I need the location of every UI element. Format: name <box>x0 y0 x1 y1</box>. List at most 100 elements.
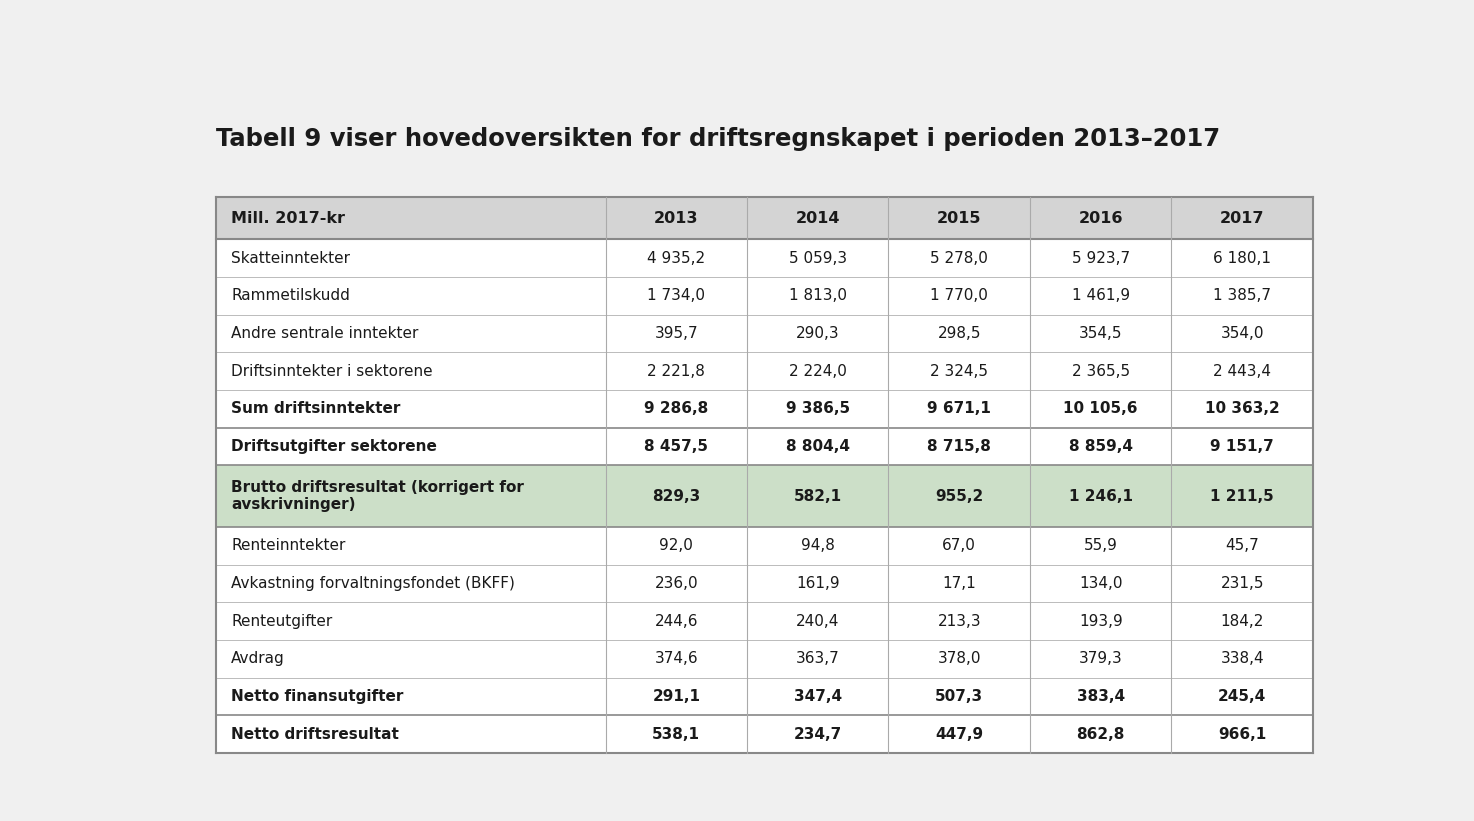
Text: 395,7: 395,7 <box>654 326 699 341</box>
Text: 17,1: 17,1 <box>942 576 976 591</box>
Text: 92,0: 92,0 <box>659 539 693 553</box>
Text: Tabell 9 viser hovedoversikten for driftsregnskapet i perioden 2013–2017: Tabell 9 viser hovedoversikten for drift… <box>217 127 1220 151</box>
Text: 2017: 2017 <box>1220 210 1265 226</box>
Text: 862,8: 862,8 <box>1076 727 1125 741</box>
Text: 45,7: 45,7 <box>1225 539 1259 553</box>
Text: Andre sentrale inntekter: Andre sentrale inntekter <box>231 326 419 341</box>
Text: 507,3: 507,3 <box>935 689 983 704</box>
Bar <box>217 428 1313 466</box>
Text: 134,0: 134,0 <box>1079 576 1122 591</box>
Text: Sum driftsinntekter: Sum driftsinntekter <box>231 401 401 416</box>
Text: 6 180,1: 6 180,1 <box>1213 250 1271 266</box>
Text: 298,5: 298,5 <box>937 326 982 341</box>
Text: 955,2: 955,2 <box>935 488 983 503</box>
Text: 291,1: 291,1 <box>653 689 700 704</box>
Text: 379,3: 379,3 <box>1079 651 1123 667</box>
Text: 55,9: 55,9 <box>1083 539 1117 553</box>
Bar <box>217 390 1313 428</box>
Text: 8 457,5: 8 457,5 <box>644 439 709 454</box>
Text: 5 923,7: 5 923,7 <box>1072 250 1129 266</box>
Text: 5 059,3: 5 059,3 <box>789 250 848 266</box>
Text: 383,4: 383,4 <box>1076 689 1125 704</box>
Text: 347,4: 347,4 <box>793 689 842 704</box>
Bar <box>217 196 1313 240</box>
Text: 378,0: 378,0 <box>937 651 982 667</box>
Text: 8 859,4: 8 859,4 <box>1069 439 1132 454</box>
Text: Avkastning forvaltningsfondet (BKFF): Avkastning forvaltningsfondet (BKFF) <box>231 576 514 591</box>
Text: 213,3: 213,3 <box>937 613 982 629</box>
Text: 240,4: 240,4 <box>796 613 839 629</box>
Text: 374,6: 374,6 <box>654 651 699 667</box>
Text: 193,9: 193,9 <box>1079 613 1123 629</box>
Text: 2 443,4: 2 443,4 <box>1213 364 1271 378</box>
Text: 9 386,5: 9 386,5 <box>786 401 850 416</box>
Text: 231,5: 231,5 <box>1220 576 1263 591</box>
Text: 538,1: 538,1 <box>653 727 700 741</box>
Text: 354,0: 354,0 <box>1220 326 1263 341</box>
Text: 9 671,1: 9 671,1 <box>927 401 991 416</box>
Text: Brutto driftsresultat (korrigert for: Brutto driftsresultat (korrigert for <box>231 480 523 495</box>
Text: Avdrag: Avdrag <box>231 651 284 667</box>
Text: Rammetilskudd: Rammetilskudd <box>231 288 349 304</box>
Text: 966,1: 966,1 <box>1218 727 1266 741</box>
Text: 829,3: 829,3 <box>652 488 700 503</box>
Bar <box>217 466 1313 527</box>
Text: 2013: 2013 <box>654 210 699 226</box>
Text: 5 278,0: 5 278,0 <box>930 250 988 266</box>
Text: Mill. 2017-kr: Mill. 2017-kr <box>231 210 345 226</box>
Text: 2 324,5: 2 324,5 <box>930 364 988 378</box>
Text: 2 224,0: 2 224,0 <box>789 364 846 378</box>
Bar <box>217 527 1313 565</box>
Text: 1 385,7: 1 385,7 <box>1213 288 1271 304</box>
Text: 1 246,1: 1 246,1 <box>1069 488 1132 503</box>
Text: 184,2: 184,2 <box>1220 613 1263 629</box>
Text: Driftsinntekter i sektorene: Driftsinntekter i sektorene <box>231 364 433 378</box>
Text: 245,4: 245,4 <box>1218 689 1266 704</box>
Text: 1 461,9: 1 461,9 <box>1072 288 1129 304</box>
Text: 1 211,5: 1 211,5 <box>1210 488 1274 503</box>
Bar <box>217 240 1313 277</box>
Text: Renteinntekter: Renteinntekter <box>231 539 345 553</box>
Bar <box>217 715 1313 753</box>
Bar <box>217 640 1313 677</box>
Text: 236,0: 236,0 <box>654 576 699 591</box>
Text: 1 770,0: 1 770,0 <box>930 288 988 304</box>
Text: 2014: 2014 <box>796 210 840 226</box>
Text: Skatteinntekter: Skatteinntekter <box>231 250 351 266</box>
Text: 94,8: 94,8 <box>800 539 834 553</box>
Text: 161,9: 161,9 <box>796 576 840 591</box>
Bar <box>217 677 1313 715</box>
Text: 290,3: 290,3 <box>796 326 840 341</box>
Text: 8 715,8: 8 715,8 <box>927 439 991 454</box>
Text: 9 286,8: 9 286,8 <box>644 401 709 416</box>
Text: Netto driftsresultat: Netto driftsresultat <box>231 727 399 741</box>
Bar <box>217 314 1313 352</box>
Text: 2 365,5: 2 365,5 <box>1072 364 1129 378</box>
Text: 8 804,4: 8 804,4 <box>786 439 849 454</box>
Text: 4 935,2: 4 935,2 <box>647 250 706 266</box>
Text: 234,7: 234,7 <box>793 727 842 741</box>
Text: 2015: 2015 <box>937 210 982 226</box>
Text: Renteutgifter: Renteutgifter <box>231 613 332 629</box>
Text: 354,5: 354,5 <box>1079 326 1122 341</box>
Text: 1 734,0: 1 734,0 <box>647 288 705 304</box>
Text: 582,1: 582,1 <box>793 488 842 503</box>
Text: 338,4: 338,4 <box>1220 651 1265 667</box>
Text: 447,9: 447,9 <box>935 727 983 741</box>
Text: Netto finansutgifter: Netto finansutgifter <box>231 689 404 704</box>
Text: 363,7: 363,7 <box>796 651 840 667</box>
Bar <box>217 352 1313 390</box>
Text: 244,6: 244,6 <box>654 613 699 629</box>
Text: 67,0: 67,0 <box>942 539 976 553</box>
Text: avskrivninger): avskrivninger) <box>231 497 355 512</box>
Text: 10 363,2: 10 363,2 <box>1204 401 1279 416</box>
Text: 2016: 2016 <box>1079 210 1123 226</box>
Text: 1 813,0: 1 813,0 <box>789 288 846 304</box>
Text: 10 105,6: 10 105,6 <box>1063 401 1138 416</box>
Bar <box>217 565 1313 603</box>
Text: 9 151,7: 9 151,7 <box>1210 439 1274 454</box>
Text: Driftsutgifter sektorene: Driftsutgifter sektorene <box>231 439 436 454</box>
Bar <box>217 603 1313 640</box>
Bar <box>217 277 1313 314</box>
Text: 2 221,8: 2 221,8 <box>647 364 705 378</box>
